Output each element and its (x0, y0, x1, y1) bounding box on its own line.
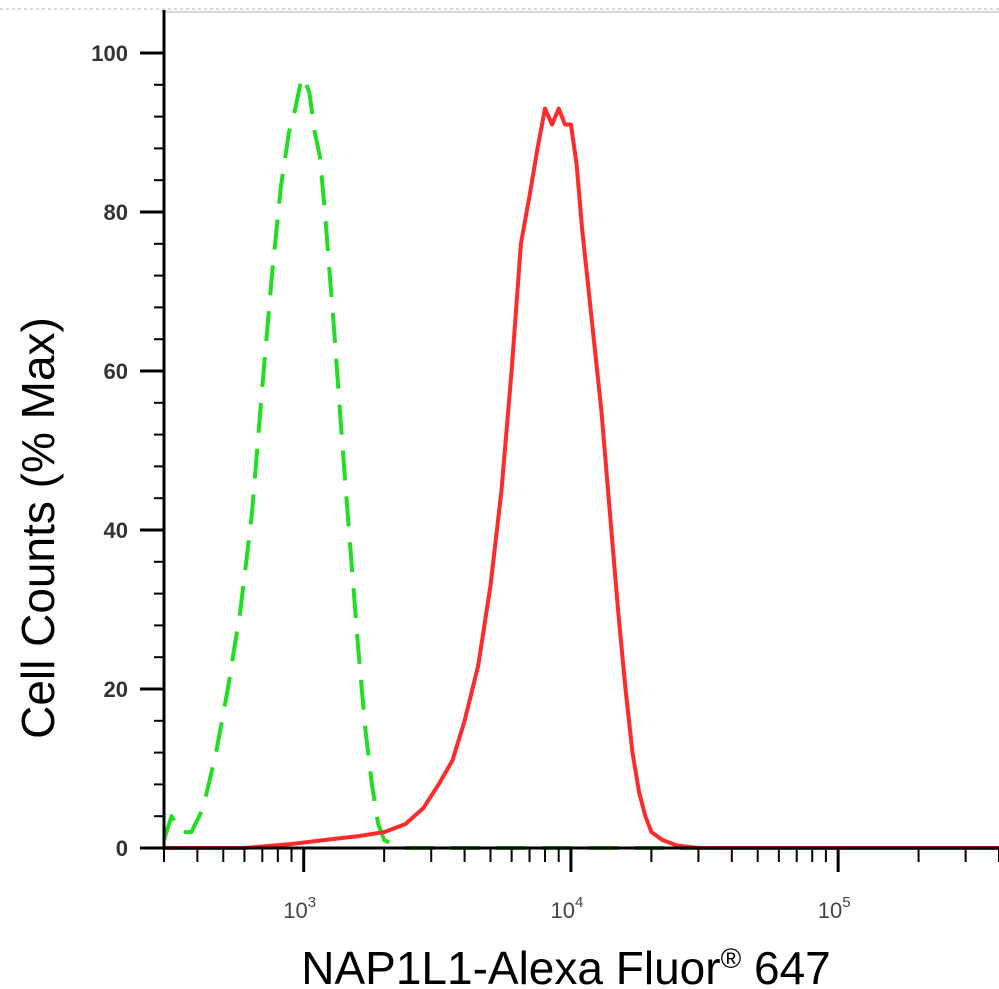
x-tick-exponent: 5 (842, 894, 850, 911)
x-axis-title: NAP1L1-Alexa Fluor® 647 (301, 942, 830, 989)
y-tick-label: 40 (104, 518, 128, 543)
y-tick-label: 80 (104, 200, 128, 225)
y-tick-label: 60 (104, 359, 128, 384)
x-axis-title-main: NAP1L1-Alexa Fluor (301, 942, 720, 989)
series-line-solid-red (164, 106, 999, 850)
x-tick-label: 103 (283, 894, 316, 923)
y-tick-label: 0 (116, 836, 128, 861)
series-layer (162, 74, 999, 850)
x-tick-exponent: 4 (575, 894, 583, 911)
series-line-dashed-green (162, 74, 999, 850)
y-axis: 0 20 40 60 80 100 (91, 41, 164, 861)
y-axis-title: Cell Counts (% Max) (12, 317, 64, 739)
y-tick-label: 20 (104, 677, 128, 702)
x-tick-label: 104 (551, 894, 584, 923)
x-tick-base: 10 (283, 898, 307, 923)
x-tick-base: 10 (818, 898, 842, 923)
x-axis-title-registered: ® (721, 943, 742, 974)
x-axis-title-suffix: 647 (741, 942, 831, 989)
x-axis: 103 104 105 (163, 848, 999, 923)
x-tick-label: 105 (818, 894, 851, 923)
x-tick-exponent: 3 (308, 894, 316, 911)
x-tick-base: 10 (551, 898, 575, 923)
y-tick-label: 100 (91, 41, 128, 66)
